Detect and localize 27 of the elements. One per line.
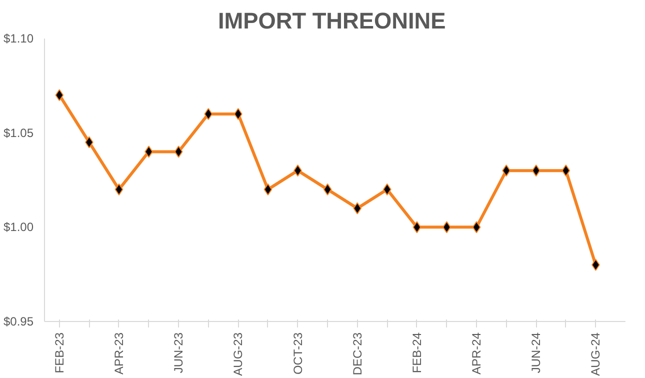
point bbox=[55, 89, 64, 102]
point bbox=[472, 221, 481, 234]
point bbox=[532, 164, 540, 177]
point bbox=[562, 164, 570, 177]
point bbox=[114, 183, 124, 196]
point bbox=[264, 183, 272, 196]
point bbox=[353, 202, 362, 214]
y-tick-label: $1.10 bbox=[3, 32, 34, 46]
point bbox=[204, 108, 213, 120]
x-tick-label: APR-24 bbox=[470, 332, 484, 375]
x-tick-label: FEB-23 bbox=[52, 332, 66, 374]
point bbox=[323, 183, 332, 196]
point bbox=[412, 221, 422, 234]
x-tick-label: JUN-23 bbox=[172, 332, 186, 374]
x-tick-label: OCT-23 bbox=[290, 332, 305, 375]
x-tick-label: DEC-23 bbox=[350, 332, 364, 376]
y-tick-label: $1.05 bbox=[3, 126, 34, 140]
x-tick-label: AUG-23 bbox=[231, 332, 246, 376]
x-tick-label: JUN-24 bbox=[529, 332, 544, 374]
point bbox=[382, 183, 392, 196]
y-tick-label: $0.95 bbox=[3, 314, 34, 328]
chart-title: IMPORT THREONINE bbox=[218, 8, 446, 34]
x-tick-label: FEB-24 bbox=[410, 332, 424, 374]
x-tick-label: AUG-24 bbox=[588, 332, 603, 376]
y-tick-label: $1.00 bbox=[3, 220, 34, 234]
point bbox=[174, 146, 183, 158]
x-tick-label: APR-23 bbox=[112, 332, 126, 375]
